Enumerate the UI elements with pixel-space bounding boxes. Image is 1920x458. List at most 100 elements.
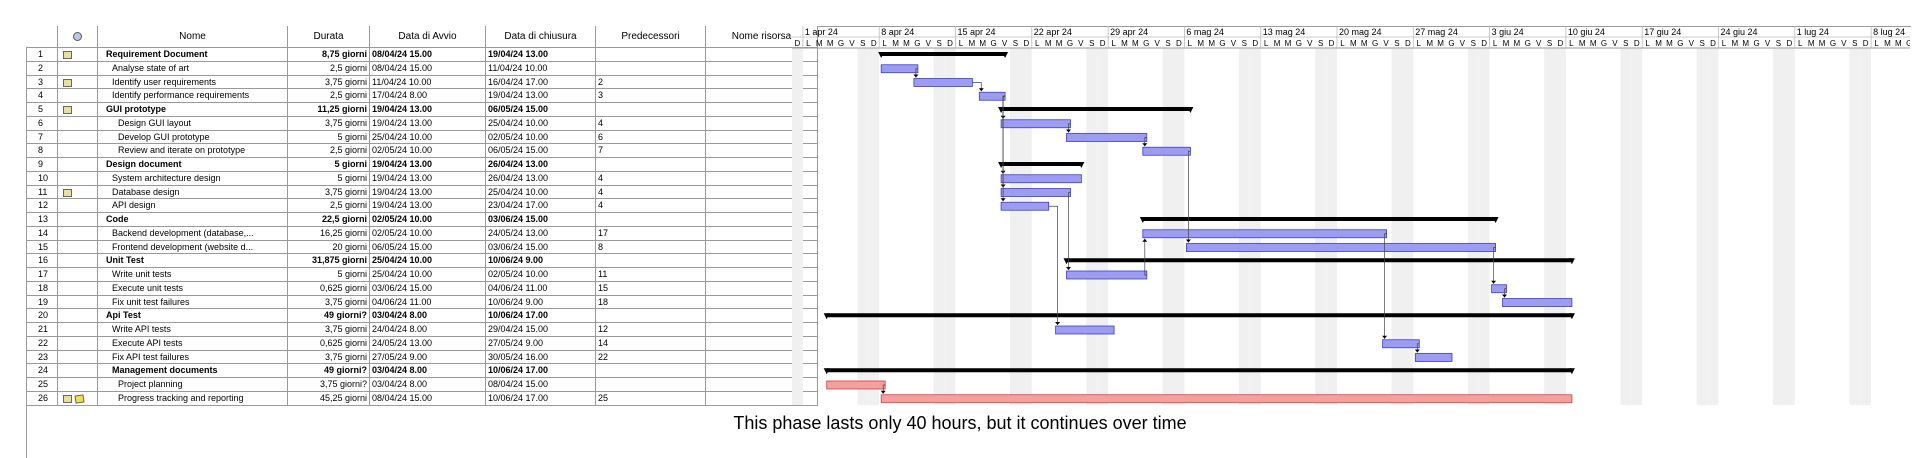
task-resource[interactable] xyxy=(706,116,818,131)
table-row[interactable]: 25 Project planning 3,75 giorni? 03/04/24 8… xyxy=(26,378,818,392)
header-end[interactable]: Data di chiusura xyxy=(486,26,596,48)
task-id[interactable]: 4 xyxy=(26,89,58,103)
task-predecessors[interactable]: 3 xyxy=(596,89,706,103)
task-name[interactable]: Management documents xyxy=(98,364,288,378)
header-indicators[interactable] xyxy=(58,26,98,48)
header-name[interactable]: Nome xyxy=(98,26,288,48)
task-start[interactable]: 19/04/24 13.00 xyxy=(370,185,486,200)
task-predecessors[interactable]: 17 xyxy=(596,226,706,241)
task-id[interactable]: 18 xyxy=(26,281,58,296)
task-predecessors[interactable]: 7 xyxy=(596,144,706,158)
task-predecessors[interactable] xyxy=(596,364,706,378)
task-predecessors[interactable] xyxy=(596,158,706,172)
task-start[interactable]: 24/05/24 13.00 xyxy=(370,336,486,351)
table-row[interactable]: 19 Fix unit test failures 3,75 giorni 04/06… xyxy=(26,295,818,310)
table-row[interactable]: 20 Api Test 49 giorni? 03/04/24 8.00 10/06/2… xyxy=(26,309,818,323)
task-id[interactable]: 13 xyxy=(26,213,58,227)
task-predecessors[interactable] xyxy=(596,61,706,76)
task-indicators[interactable] xyxy=(58,268,98,282)
table-row[interactable]: 4 Identify performance requirements 2,5 gi… xyxy=(26,89,818,103)
task-start[interactable]: 06/05/24 15.00 xyxy=(370,240,486,255)
table-row[interactable]: 14 Backend development (database,... 16,25… xyxy=(26,226,818,241)
task-end[interactable]: 26/04/24 13.00 xyxy=(486,158,596,172)
task-indicators[interactable] xyxy=(58,350,98,365)
task-predecessors[interactable]: 4 xyxy=(596,116,706,131)
task-resource[interactable] xyxy=(706,75,818,90)
task-name[interactable]: Execute API tests xyxy=(98,336,288,351)
task-indicators[interactable] xyxy=(58,48,98,62)
task-end[interactable]: 10/06/24 9.00 xyxy=(486,295,596,310)
task-end[interactable]: 19/04/24 13.00 xyxy=(486,89,596,103)
table-row[interactable]: 3 Identify user requirements 3,75 giorni 11… xyxy=(26,75,818,90)
task-duration[interactable]: 3,75 giorni xyxy=(288,116,370,131)
task-name[interactable]: Write API tests xyxy=(98,323,288,337)
table-row[interactable]: 26 Progress tracking and reporting 45,25 g… xyxy=(26,391,818,406)
task-start[interactable]: 19/04/24 13.00 xyxy=(370,171,486,186)
task-start[interactable]: 19/04/24 13.00 xyxy=(370,199,486,213)
header-id[interactable] xyxy=(26,26,58,48)
task-id[interactable]: 26 xyxy=(26,391,58,406)
task-end[interactable]: 24/05/24 13.00 xyxy=(486,226,596,241)
table-row[interactable]: 11 Database design 3,75 giorni 19/04/24 13.… xyxy=(26,185,818,200)
task-resource[interactable] xyxy=(706,295,818,310)
task-end[interactable]: 10/06/24 9.00 xyxy=(486,254,596,268)
task-resource[interactable] xyxy=(706,336,818,351)
task-end[interactable]: 03/06/24 15.00 xyxy=(486,240,596,255)
task-resource[interactable] xyxy=(706,199,818,213)
header-start[interactable]: Data di Avvio xyxy=(370,26,486,48)
task-predecessors[interactable]: 14 xyxy=(596,336,706,351)
task-duration[interactable]: 45,25 giorni xyxy=(288,391,370,406)
task-duration[interactable]: 2,5 giorni xyxy=(288,144,370,158)
task-duration[interactable]: 22,5 giorni xyxy=(288,213,370,227)
task-end[interactable]: 29/04/24 15.00 xyxy=(486,323,596,337)
task-id[interactable]: 1 xyxy=(26,48,58,62)
task-end[interactable]: 10/06/24 17.00 xyxy=(486,391,596,406)
task-resource[interactable] xyxy=(706,158,818,172)
task-duration[interactable]: 3,75 giorni xyxy=(288,185,370,200)
task-start[interactable]: 02/05/24 10.00 xyxy=(370,213,486,227)
task-indicators[interactable] xyxy=(58,171,98,186)
task-duration[interactable]: 3,75 giorni xyxy=(288,323,370,337)
task-start[interactable]: 04/06/24 11.00 xyxy=(370,295,486,310)
task-indicators[interactable] xyxy=(58,103,98,117)
table-row[interactable]: 21 Write API tests 3,75 giorni 24/04/24 8.0… xyxy=(26,323,818,337)
task-duration[interactable]: 5 giorni xyxy=(288,268,370,282)
task-id[interactable]: 2 xyxy=(26,61,58,76)
task-duration[interactable]: 2,5 giorni xyxy=(288,199,370,213)
task-duration[interactable]: 11,25 giorni xyxy=(288,103,370,117)
task-duration[interactable]: 31,875 giorni xyxy=(288,254,370,268)
task-resource[interactable] xyxy=(706,89,818,103)
task-name[interactable]: Unit Test xyxy=(98,254,288,268)
task-id[interactable]: 19 xyxy=(26,295,58,310)
task-name[interactable]: GUI prototype xyxy=(98,103,288,117)
task-id[interactable]: 10 xyxy=(26,171,58,186)
task-resource[interactable] xyxy=(706,281,818,296)
task-indicators[interactable] xyxy=(58,281,98,296)
task-predecessors[interactable] xyxy=(596,309,706,323)
task-id[interactable]: 15 xyxy=(26,240,58,255)
task-name[interactable]: Develop GUI prototype xyxy=(98,130,288,145)
task-predecessors[interactable] xyxy=(596,254,706,268)
task-resource[interactable] xyxy=(706,130,818,145)
task-predecessors[interactable]: 11 xyxy=(596,268,706,282)
task-end[interactable]: 04/06/24 11.00 xyxy=(486,281,596,296)
task-indicators[interactable] xyxy=(58,199,98,213)
table-row[interactable]: 10 System architecture design 5 giorni 19/0… xyxy=(26,171,818,186)
task-name[interactable]: Fix unit test failures xyxy=(98,295,288,310)
task-end[interactable]: 25/04/24 10.00 xyxy=(486,116,596,131)
task-duration[interactable]: 49 giorni? xyxy=(288,364,370,378)
task-predecessors[interactable]: 18 xyxy=(596,295,706,310)
task-start[interactable]: 08/04/24 15.00 xyxy=(370,391,486,406)
task-name[interactable]: Execute unit tests xyxy=(98,281,288,296)
task-end[interactable]: 02/05/24 10.00 xyxy=(486,268,596,282)
task-name[interactable]: Backend development (database,... xyxy=(98,226,288,241)
task-name[interactable]: Code xyxy=(98,213,288,227)
task-id[interactable]: 22 xyxy=(26,336,58,351)
task-predecessors[interactable]: 15 xyxy=(596,281,706,296)
task-id[interactable]: 21 xyxy=(26,323,58,337)
task-start[interactable]: 03/04/24 8.00 xyxy=(370,309,486,323)
task-end[interactable]: 03/06/24 15.00 xyxy=(486,213,596,227)
task-id[interactable]: 12 xyxy=(26,199,58,213)
task-name[interactable]: Project planning xyxy=(98,378,288,392)
task-name[interactable]: Analyse state of art xyxy=(98,61,288,76)
